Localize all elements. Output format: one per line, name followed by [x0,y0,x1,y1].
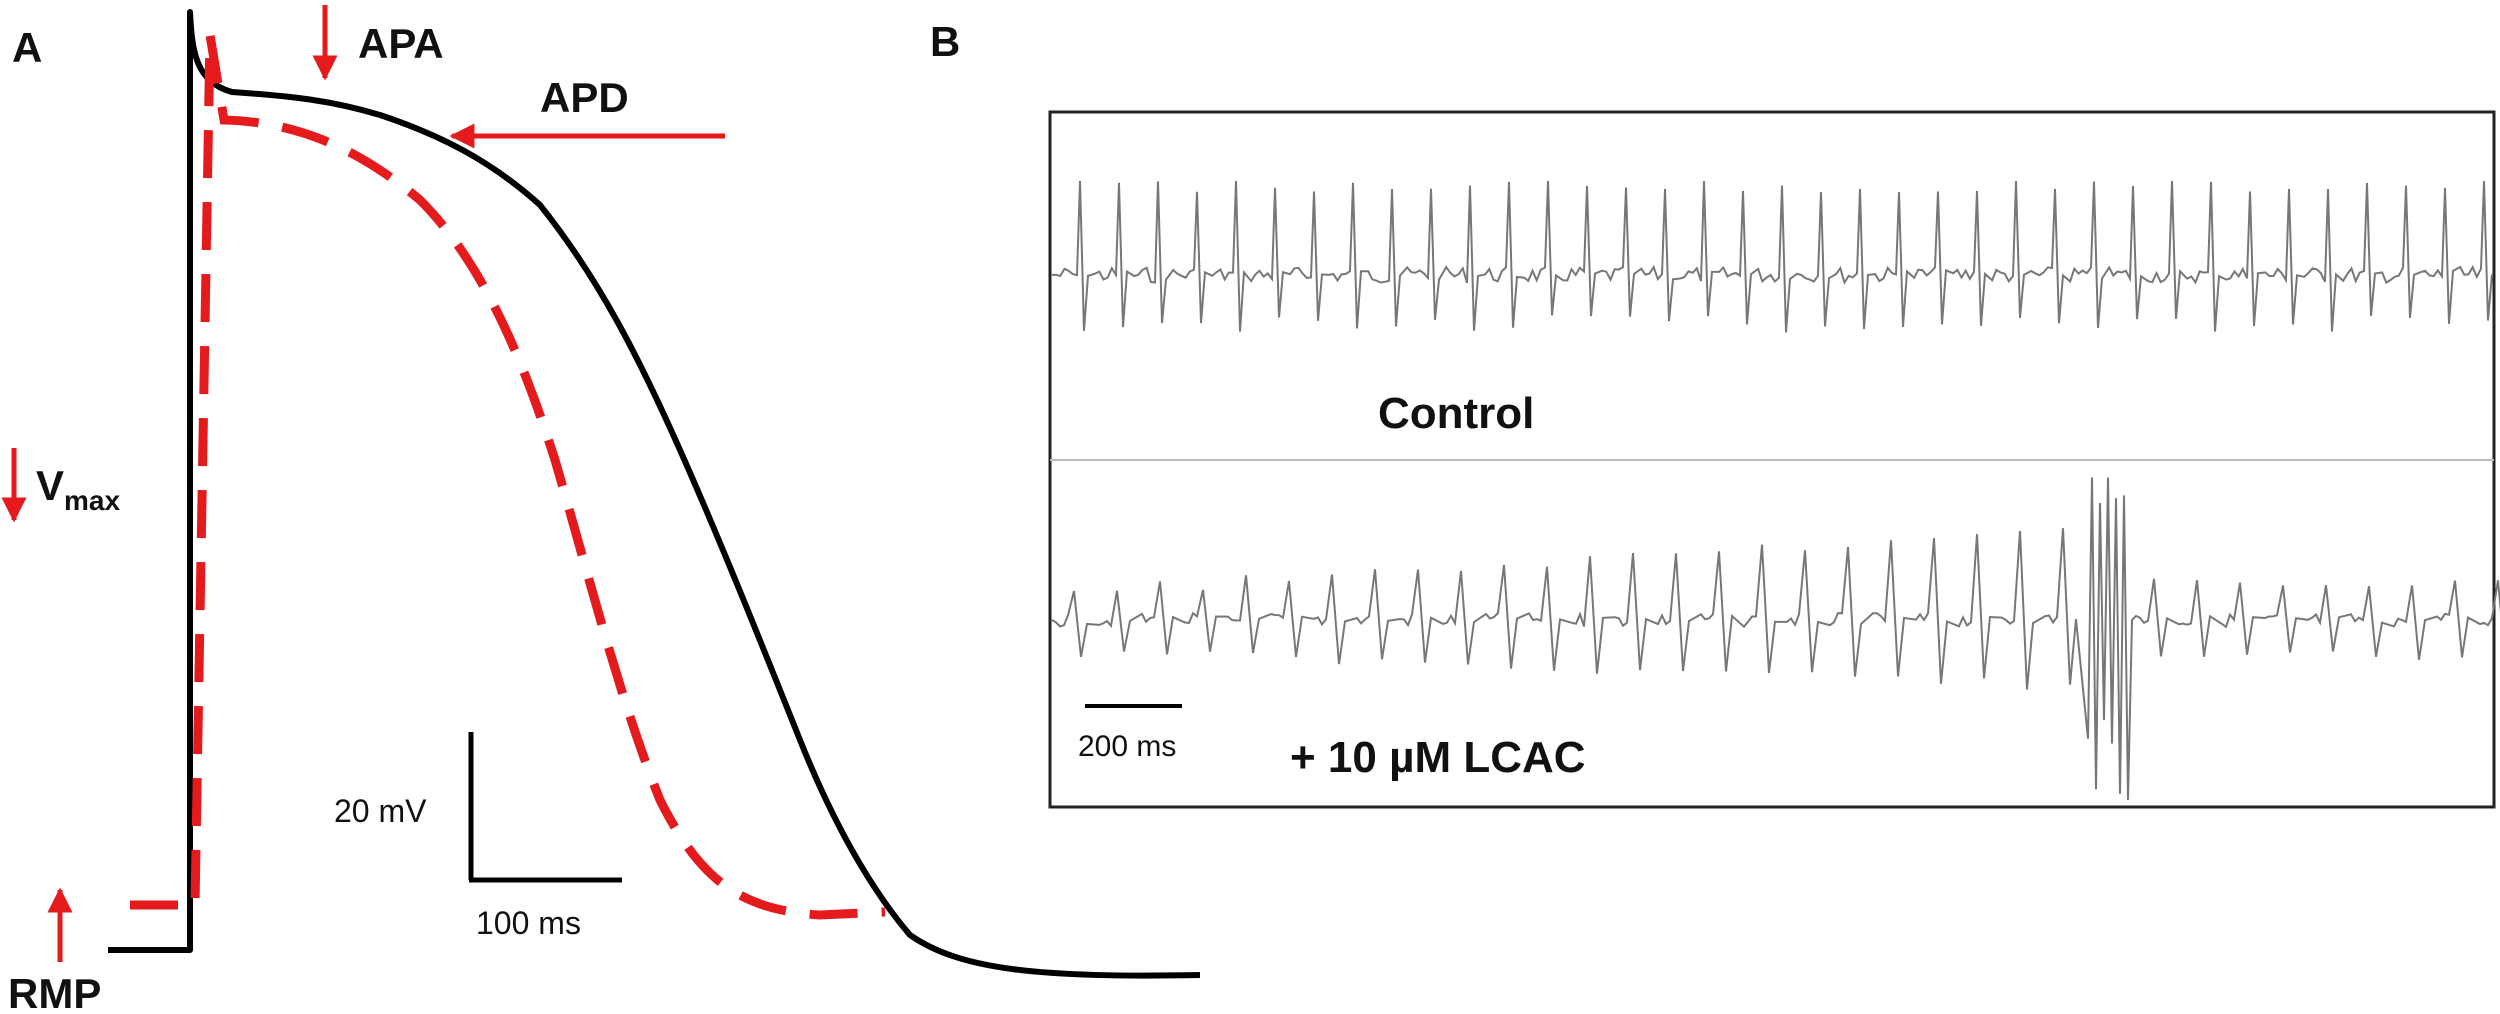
voltage-scale-label: 20 mV [334,793,427,829]
panel-b-label: B [930,18,960,65]
panel-a-scale-bar: 20 mV 100 ms [334,732,622,941]
panel-b: B Control + 10 µM LCAC 200 ms [930,18,2500,809]
treated-action-potential-trace [130,34,886,920]
ecg-trace-lcac [1051,477,2500,801]
rmp-label: RMP [8,970,101,1014]
panel-a-label: A [12,24,42,71]
lcac-label: + 10 µM LCAC [1290,733,1586,782]
time-scale-label: 100 ms [476,905,581,941]
control-label: Control [1378,389,1534,438]
apd-label: APD [540,74,629,121]
panel-b-scale-label: 200 ms [1078,730,1176,763]
control-action-potential-trace [108,9,1201,979]
panel-a: A APA APD Vmax RMP 20 mV 100 ms [1,5,1201,1014]
vmax-label: Vmax [36,462,120,516]
ecg-trace-control [1051,180,2493,333]
apa-label: APA [358,20,444,67]
